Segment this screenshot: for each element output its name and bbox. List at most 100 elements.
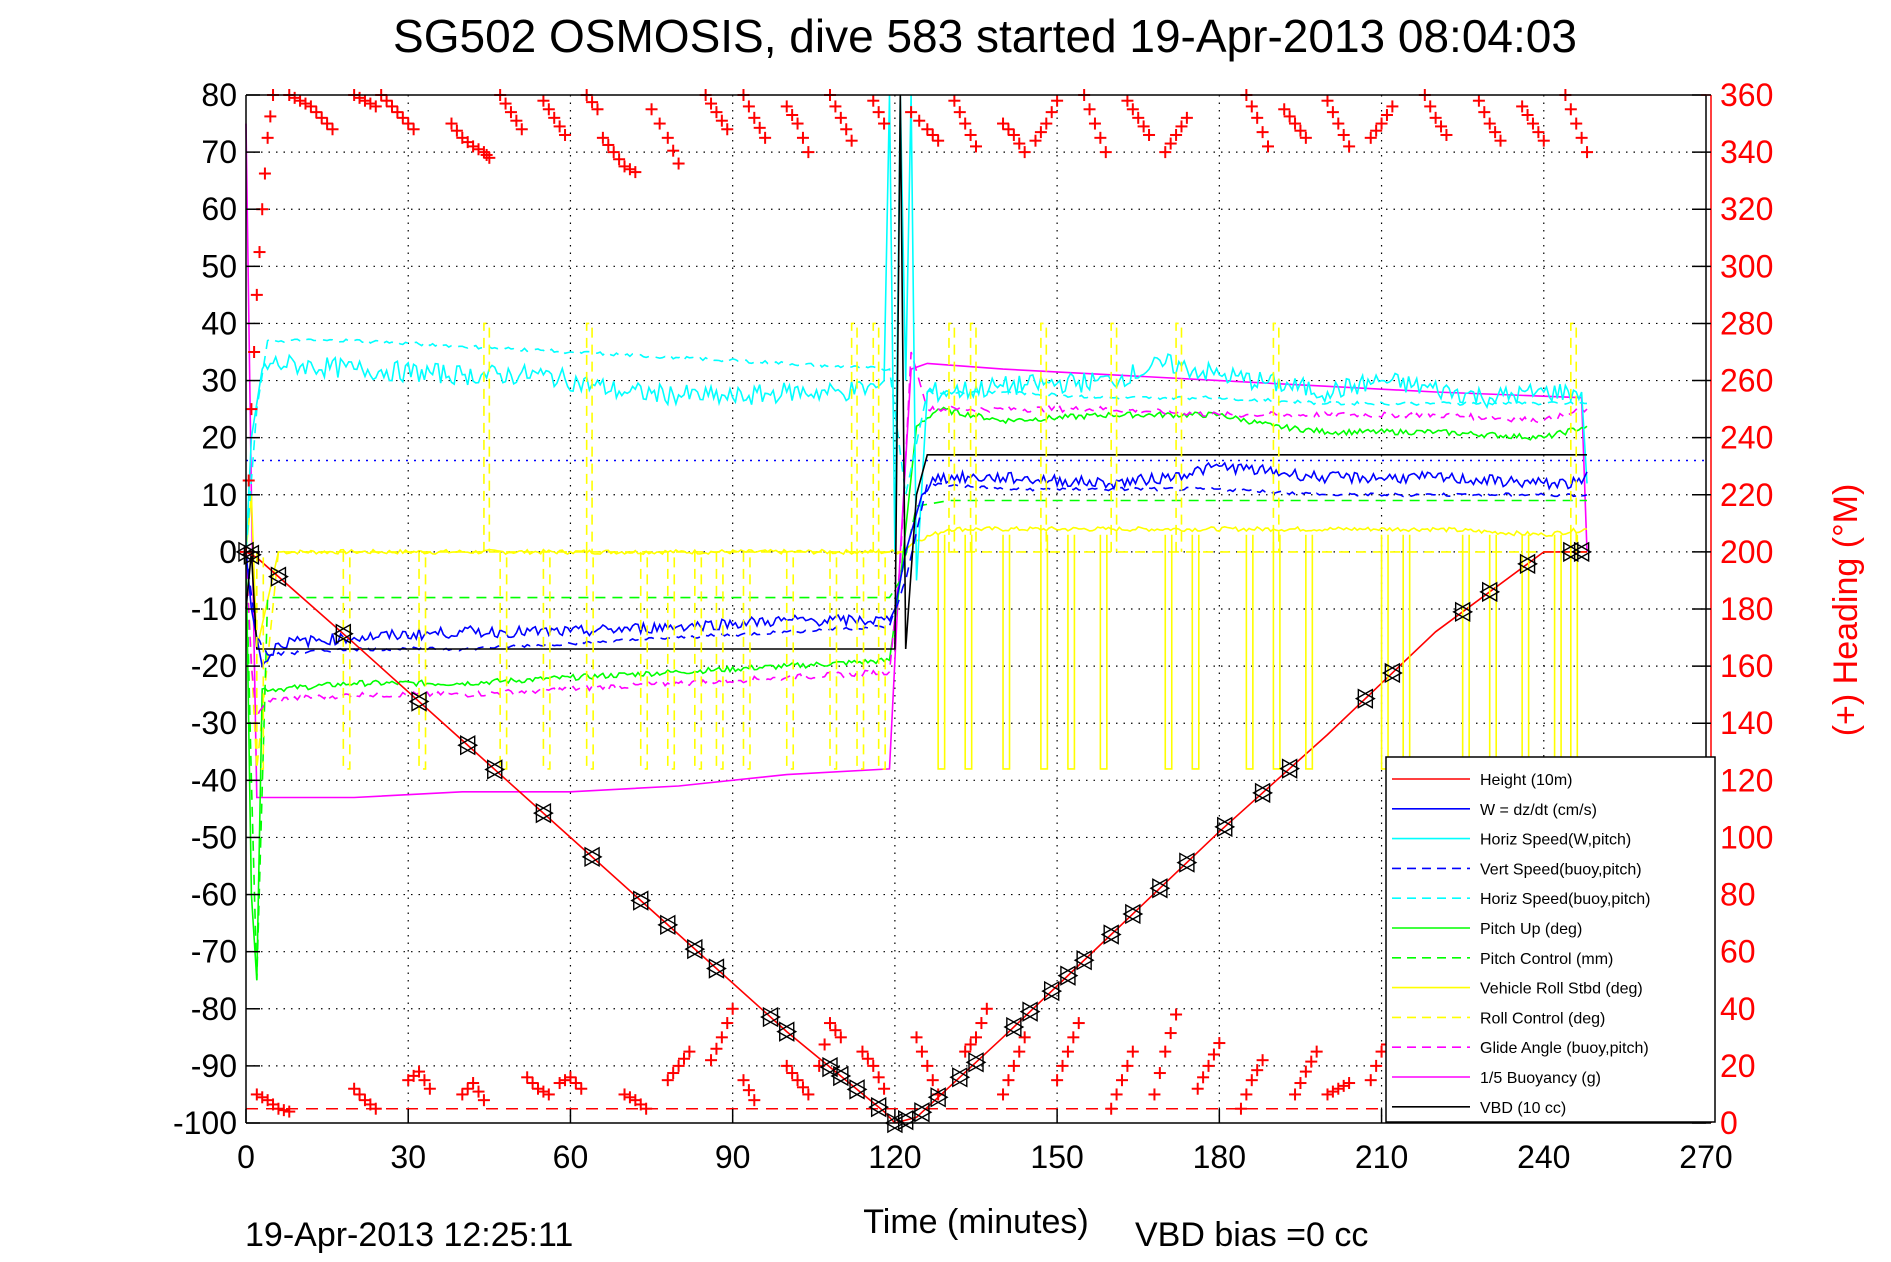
depth-triangle-marker — [1517, 553, 1538, 575]
roll-control-spike — [877, 551, 886, 770]
heading-marker — [396, 111, 415, 130]
heading-marker — [423, 1082, 436, 1095]
y-tick-label-left: 30 — [201, 363, 237, 399]
heading-marker — [1251, 111, 1269, 139]
heading-marker — [445, 117, 463, 137]
heading-marker — [315, 111, 334, 130]
heading-marker — [1126, 1045, 1139, 1058]
heading-marker — [791, 1074, 809, 1094]
heading-marker — [834, 1031, 847, 1044]
vehicle-roll-spike — [1099, 534, 1108, 770]
heading-marker — [845, 134, 858, 147]
heading-marker — [1159, 1027, 1177, 1058]
heading-marker — [1364, 124, 1383, 144]
heading-marker — [1299, 1055, 1318, 1078]
heading-marker — [477, 146, 493, 161]
vehicle-roll-spike — [1191, 534, 1200, 770]
heading-marker — [921, 123, 939, 141]
depth-triangle-marker — [1149, 878, 1171, 899]
heading-marker — [542, 1088, 555, 1101]
heading-marker — [1375, 108, 1393, 130]
heading-marker — [721, 123, 734, 136]
roll-control-spike — [499, 551, 508, 770]
x-tick-label: 30 — [390, 1139, 426, 1175]
x-tick-label: 210 — [1355, 1139, 1408, 1175]
y-tick-label-left: -80 — [191, 991, 237, 1027]
heading-marker — [521, 1071, 539, 1090]
y-tick-label-right: 280 — [1720, 305, 1773, 341]
y-tick-label-right: 160 — [1720, 648, 1773, 684]
x-tick-label: 60 — [553, 1139, 589, 1175]
roll-control-spike — [969, 322, 977, 552]
depth-triangle-marker — [1122, 903, 1144, 925]
heading-marker — [661, 1067, 680, 1087]
y-tick-label-right: 0 — [1720, 1105, 1738, 1141]
heading-marker — [564, 1071, 582, 1090]
depth-triangle-marker — [1176, 852, 1198, 873]
vehicle-roll-spike — [1040, 534, 1049, 770]
heading-marker — [1472, 94, 1491, 119]
roll-control-spike — [1040, 322, 1048, 552]
heading-marker — [1018, 1031, 1031, 1044]
legend-label: W = dz/dt (cm/s) — [1480, 802, 1597, 819]
vehicle-roll-spike — [1380, 534, 1389, 770]
x-axis-ticks: 0 30 60 90 120 150 180 210 240 270 — [237, 1109, 1733, 1175]
heading-marker — [1299, 131, 1312, 144]
roll-control-spike — [585, 551, 594, 770]
legend-item: Height (10m) — [1392, 772, 1572, 789]
legend-label: Height (10m) — [1480, 772, 1572, 789]
depth-triangle-markers — [235, 541, 1593, 1134]
heading-marker — [1483, 117, 1502, 139]
heading-marker — [1143, 128, 1156, 141]
series-layer — [245, 94, 1588, 1124]
heading-marker — [553, 1074, 572, 1090]
legend-item: Pitch Control (mm) — [1392, 951, 1613, 968]
depth-triangle-marker — [1452, 601, 1474, 623]
heading-marker — [294, 94, 312, 110]
roll-control-spike — [829, 551, 838, 770]
depth-triangle-marker — [1571, 541, 1593, 563]
heading-marker — [413, 1065, 431, 1087]
depth-triangle-marker — [1019, 1001, 1041, 1022]
depth-triangle-marker — [1057, 965, 1079, 986]
y-tick-label-left: -40 — [191, 762, 237, 798]
heading-marker — [1245, 1064, 1264, 1087]
heading-marker — [537, 94, 555, 116]
heading-marker — [1099, 146, 1112, 159]
heading-marker — [1170, 1008, 1183, 1021]
heading-marker — [640, 1102, 653, 1115]
depth-triangle-marker — [846, 1079, 868, 1100]
x-tick-label: 180 — [1193, 1139, 1246, 1175]
heading-marker — [710, 106, 728, 127]
y-tick-label-left: -90 — [191, 1048, 237, 1084]
depth-triangle-marker — [684, 938, 706, 960]
heading-marker — [672, 1052, 690, 1072]
roll-control-spike — [872, 322, 880, 552]
heading-marker — [661, 131, 680, 157]
heading-marker — [1202, 1048, 1220, 1072]
heading-marker — [1494, 134, 1507, 147]
depth-triangle-marker — [1479, 581, 1501, 603]
legend-label: Horiz Speed(W,pitch) — [1480, 832, 1631, 849]
x-tick-label: 120 — [868, 1139, 921, 1175]
heading-marker — [1343, 1077, 1356, 1090]
heading-marker — [261, 110, 277, 144]
heading-marker — [705, 1042, 723, 1067]
y-tick-label-right: 260 — [1720, 363, 1773, 399]
heading-marker — [948, 94, 966, 119]
heading-marker — [483, 151, 496, 164]
roll-control-spike — [639, 551, 649, 770]
x-tick-label: 0 — [237, 1139, 255, 1175]
depth-triangle-marker — [1073, 950, 1095, 971]
legend-item: W = dz/dt (cm/s) — [1392, 802, 1597, 819]
heading-marker — [910, 1031, 928, 1058]
depth-triangle-marker — [408, 691, 430, 712]
heading-marker — [515, 123, 528, 136]
heading-marker — [1213, 1037, 1226, 1050]
footer-timestamp: 19-Apr-2013 12:25:11 — [245, 1216, 573, 1254]
heading-marker — [683, 1045, 696, 1058]
heading-marker — [748, 111, 766, 134]
heading-marker — [824, 1017, 842, 1037]
heading-marker — [997, 1074, 1015, 1101]
